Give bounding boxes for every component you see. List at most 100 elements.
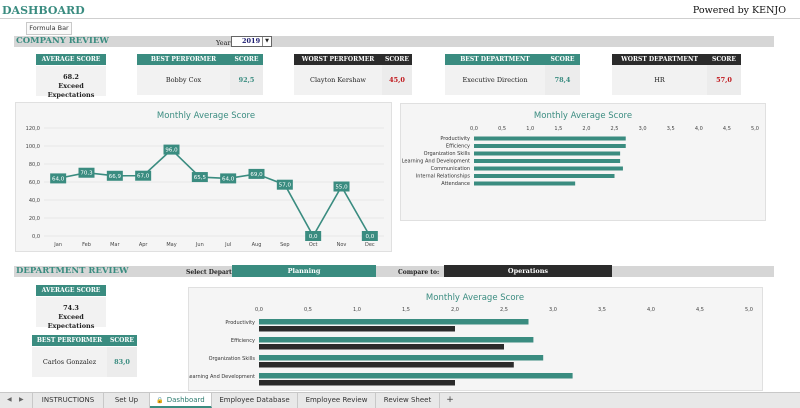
skills-chart-xtick: 3,0 <box>639 126 647 132</box>
dept-chart-bar <box>259 380 455 386</box>
worst-performer-score: 45,0 <box>382 65 412 95</box>
dept-chart-xtick: 1,0 <box>353 307 361 313</box>
line-chart-data-point <box>78 167 95 178</box>
skills-chart-xtick: 2,5 <box>611 126 619 132</box>
line-chart-data-point <box>248 168 265 179</box>
line-chart-data-label: 0,0 <box>309 234 318 240</box>
line-chart-xtick: Apr <box>139 242 149 248</box>
powered-by: Powered by KENJO <box>692 5 786 16</box>
line-chart-data-label: 70,3 <box>80 171 93 177</box>
skills-chart-xtick: 0,5 <box>498 126 506 132</box>
sheet-tab-bar: ◀ ▶ INSTRUCTIONS Set Up 🔒 Dashboard Emplo… <box>0 392 800 408</box>
dept-chart-xtick: 2,0 <box>451 307 459 313</box>
department-compare-chart[interactable]: Monthly Average Score 0,0 0,5 1,0 1,5 2,0 2,5 3… <box>188 287 763 391</box>
worst-department-header: WORST DEPARTMENT <box>612 54 707 65</box>
worst-performer-name: Clayton Kershaw <box>294 65 382 95</box>
line-chart-xtick: Mar <box>110 242 120 248</box>
line-chart-data-label: 67,0 <box>137 174 150 180</box>
line-chart-xtick: Aug <box>252 242 262 248</box>
line-chart-data-point <box>135 170 152 181</box>
worst-performer-score-header: SCORE <box>382 54 412 65</box>
skills-chart-category-label: Learning And Development <box>402 159 470 165</box>
add-sheet-button[interactable]: + <box>446 395 454 405</box>
skills-chart-bar <box>474 166 623 171</box>
best-department-score-header: SCORE <box>545 54 580 65</box>
line-chart-data-point <box>276 179 293 190</box>
worst-department-name: HR <box>612 65 707 95</box>
skills-chart-bar <box>474 159 621 163</box>
line-chart-data-point <box>191 172 208 183</box>
dept-chart-category-label: Organization Skills <box>209 356 256 362</box>
top-rule <box>0 18 800 19</box>
dept-chart-title: Monthly Average Score <box>426 293 524 303</box>
skills-chart-xtick: 3,5 <box>667 126 675 132</box>
tab-nav-prev-icon[interactable]: ◀ <box>7 396 12 403</box>
line-chart-ytick: 0,0 <box>32 234 40 240</box>
dept-best-performer-score-header: SCORE <box>107 335 137 346</box>
compare-to-label: Compare to: <box>398 269 440 276</box>
department-review-band: DEPARTMENT REVIEW <box>14 266 774 277</box>
tab-employee-database[interactable]: Employee Database <box>212 393 298 408</box>
line-chart-series-line <box>58 148 371 238</box>
year-value: 2019 <box>242 37 261 45</box>
dept-chart-bar <box>259 319 529 325</box>
line-chart-xtick: Jun <box>195 242 204 248</box>
worst-department-score: 57,0 <box>707 65 741 95</box>
skills-chart-xtick: 4,0 <box>695 126 703 132</box>
dept-chart-bar <box>259 326 455 332</box>
best-performer-header: BEST PERFORMER <box>137 54 230 65</box>
line-chart-xtick: Oct <box>309 242 318 248</box>
line-chart-data-label: 64,0 <box>222 176 235 182</box>
company-avg-score-value: 68.2 <box>63 73 79 81</box>
company-skills-chart[interactable]: Monthly Average Score 0,0 0,5 1,0 1,5 2,0 2,5 3… <box>400 103 766 221</box>
line-chart-data-point <box>163 144 180 155</box>
department-compare-chart-svg: Monthly Average Score 0,0 0,5 1,0 1,5 2,0 2,5 3… <box>189 293 753 386</box>
monthly-line-chart[interactable]: Monthly Average Score 0,0 20,0 40,0 60,0 80,0… <box>15 102 392 252</box>
dept-chart-xtick: 0,5 <box>304 307 312 313</box>
select-department-box[interactable]: Planning <box>232 265 376 277</box>
company-avg-score-box: 68.2 Exceed Expectations <box>36 66 106 99</box>
tab-nav-next-icon[interactable]: ▶ <box>19 396 24 403</box>
dept-best-performer-header: BEST PERFORMER <box>32 335 107 346</box>
dept-chart-bar <box>259 344 504 350</box>
chevron-down-icon[interactable]: ▼ <box>262 37 271 46</box>
line-chart-xtick: Dec <box>365 242 375 248</box>
skills-chart-bar <box>474 181 576 186</box>
company-review-label: COMPANY REVIEW <box>16 36 109 46</box>
line-chart-data-point <box>106 170 123 181</box>
dept-chart-bar <box>259 337 534 343</box>
dept-chart-bar <box>259 355 544 361</box>
tab-instructions[interactable]: INSTRUCTIONS <box>32 393 104 408</box>
compare-to-box[interactable]: Operations <box>444 265 612 277</box>
line-chart-ytick: 120,0 <box>26 126 40 132</box>
skills-chart-category-label: Internal Relationships <box>416 174 471 180</box>
line-chart-data-label: 66,9 <box>109 174 122 180</box>
dept-chart-bar <box>259 373 573 379</box>
line-chart-data-label: 65,5 <box>194 175 207 181</box>
tab-dashboard[interactable]: 🔒 Dashboard <box>150 393 212 408</box>
tab-set-up[interactable]: Set Up <box>104 393 150 408</box>
skills-chart-xtick: 0,0 <box>470 126 478 132</box>
year-select[interactable]: 2019 ▼ <box>231 36 272 47</box>
line-chart-data-label: 0,0 <box>365 234 374 240</box>
line-chart-ytick: 80,0 <box>29 162 40 168</box>
line-chart-xtick: Sep <box>280 242 289 248</box>
dept-chart-xtick: 4,5 <box>696 307 704 313</box>
monthly-line-chart-svg: Monthly Average Score 0,0 20,0 40,0 60,0 80,0… <box>26 111 384 248</box>
worst-performer-header: WORST PERFORMER <box>294 54 382 65</box>
line-chart-data-label: 55,0 <box>335 185 348 191</box>
dept-avg-score-header: AVERAGE SCORE <box>36 285 106 296</box>
dept-avg-score-value: 74.3 <box>63 304 79 312</box>
skills-chart-title: Monthly Average Score <box>534 111 632 121</box>
skills-chart-xtick: 4,5 <box>723 126 731 132</box>
tab-review-sheet[interactable]: Review Sheet <box>376 393 440 408</box>
tab-employee-review[interactable]: Employee Review <box>298 393 376 408</box>
dept-chart-xtick: 3,5 <box>598 307 606 313</box>
best-performer-score-header: SCORE <box>230 54 263 65</box>
line-chart-xtick: Feb <box>82 242 91 248</box>
skills-chart-bar <box>474 144 626 148</box>
company-skills-chart-svg: Monthly Average Score 0,0 0,5 1,0 1,5 2,0 2,5 3… <box>402 111 759 187</box>
select-department-label: Select Department: <box>186 269 252 276</box>
lock-icon: 🔒 <box>156 397 164 404</box>
dept-chart-bar <box>259 362 514 368</box>
